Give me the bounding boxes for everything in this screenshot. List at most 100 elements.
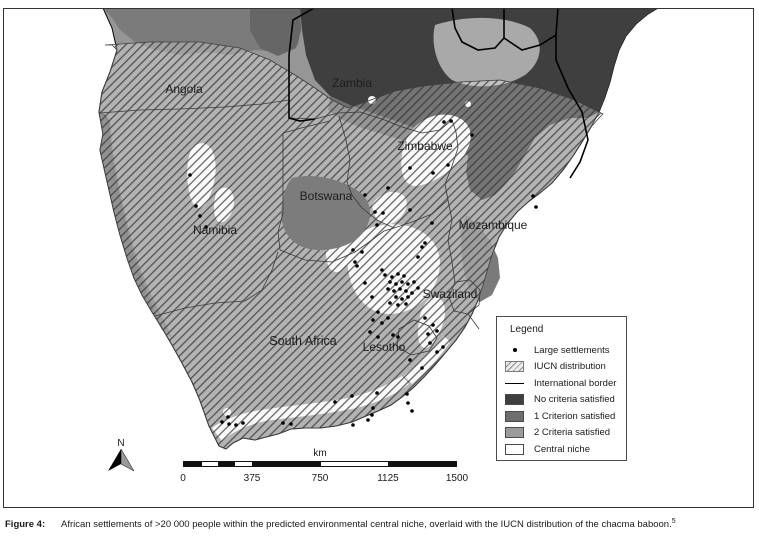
settlement-dot <box>360 250 364 254</box>
north-label: N <box>117 438 124 449</box>
settlement-dot <box>353 260 357 264</box>
settlement-dot <box>412 280 416 284</box>
settlement-dot <box>371 406 375 410</box>
caption-footnote-ref: 5 <box>671 518 676 525</box>
legend-item-label: No criteria satisfied <box>534 394 615 406</box>
country-label-zambia: Zambia <box>332 76 372 90</box>
settlement-dot <box>350 394 354 398</box>
settlement-dot <box>366 418 370 422</box>
country-label-zimbabwe: Zimbabwe <box>397 139 453 153</box>
settlement-dot <box>426 332 430 336</box>
figure-label: Figure 4: <box>5 519 46 531</box>
settlement-dot <box>392 289 396 293</box>
settlement-dot <box>333 400 337 404</box>
settlement-dot <box>386 186 390 190</box>
region-kalahari <box>281 175 371 251</box>
settlement-dot <box>370 413 374 417</box>
scale-unit-label: km <box>313 448 326 459</box>
settlement-dot <box>363 281 367 285</box>
settlement-dot <box>368 330 372 334</box>
iucn-distribution-overlay <box>98 41 604 450</box>
settlement-dot <box>388 280 392 284</box>
north-arrow-icon: N <box>108 438 135 472</box>
map-frame <box>3 8 754 508</box>
country-label-lesotho: Lesotho <box>363 340 406 354</box>
settlement-dot <box>394 282 398 286</box>
legend-item: No criteria satisfied <box>497 392 626 409</box>
settlement-dot <box>376 310 380 314</box>
settlement-dot <box>404 302 408 306</box>
settlement-dot <box>400 297 404 301</box>
settlement-dot <box>435 329 439 333</box>
settlement-dot <box>355 264 359 268</box>
settlement-dot <box>446 163 450 167</box>
settlement-dot <box>226 415 230 419</box>
settlement-dot <box>375 391 379 395</box>
legend-item-label: Central niche <box>534 443 590 455</box>
settlement-dot <box>423 241 427 245</box>
settlement-dot <box>431 171 435 175</box>
region-angola-ridge <box>250 8 301 56</box>
settlement-dot <box>406 401 410 405</box>
settlement-dot <box>396 303 400 307</box>
scale-tick-0: 0 <box>180 473 186 484</box>
legend-item: 2 Criteria satisfied <box>497 425 626 442</box>
scale-tick-1500: 1500 <box>446 473 469 484</box>
legend-item: Central niche <box>497 441 626 458</box>
legend-item-label: International border <box>534 377 617 389</box>
settlement-dot <box>380 268 384 272</box>
settlement-dot <box>416 255 420 259</box>
legend-title: Legend <box>510 324 544 335</box>
country-label-south-africa: South Africa <box>269 334 336 348</box>
settlement-dot <box>402 274 406 278</box>
settlement-dot <box>394 295 398 299</box>
settlement-dot <box>241 421 245 425</box>
border-line-icon <box>505 378 524 389</box>
settlements-group <box>188 119 538 427</box>
settlement-dot <box>406 282 410 286</box>
figure-caption: Figure 4: African settlements of >20 000 … <box>5 516 753 531</box>
legend-item: IUCN distribution <box>497 359 626 376</box>
settlement-dot <box>408 208 412 212</box>
settlement-dot <box>404 289 408 293</box>
country-label-swaziland: Swaziland <box>423 287 478 301</box>
settlement-dot <box>531 194 535 198</box>
settlement-dot <box>428 341 432 345</box>
country-labels-group: Angola Zambia Zimbabwe Botswana Namibia Mozam… <box>165 76 527 354</box>
scale-bar: km 0 375 750 1125 1500 <box>180 448 468 484</box>
settlement-dot <box>281 421 285 425</box>
settlement-dot <box>194 204 198 208</box>
scale-tick-750: 750 <box>312 473 329 484</box>
settlement-dot <box>442 120 446 124</box>
settlement-dot <box>441 345 445 349</box>
settlement-dot <box>391 333 395 337</box>
country-label-botswana: Botswana <box>300 189 353 203</box>
legend-item: International border <box>497 375 626 392</box>
settlement-dot <box>420 245 424 249</box>
settlement-dot <box>420 366 424 370</box>
settlement-dot <box>390 275 394 279</box>
settlement-dot <box>431 323 435 327</box>
scale-tick-1125: 1125 <box>377 473 399 484</box>
fill-swatch-icon <box>505 427 524 439</box>
settlement-dot <box>416 286 420 290</box>
fill-swatch-icon <box>505 443 524 455</box>
legend-item-label: IUCN distribution <box>534 361 606 373</box>
settlement-dot <box>234 423 238 427</box>
settlement-dot <box>534 205 538 209</box>
legend-item-label: 1 Criterion satisfied <box>534 410 616 422</box>
settlement-dot <box>388 301 392 305</box>
settlement-dot <box>408 166 412 170</box>
settlement-dot <box>289 422 293 426</box>
settlement-dot <box>381 211 385 215</box>
country-label-namibia: Namibia <box>193 223 237 237</box>
thick-borders <box>288 8 589 179</box>
settlement-dot <box>204 225 208 229</box>
country-label-angola: Angola <box>165 82 203 96</box>
settlement-dot <box>351 248 355 252</box>
settlement-dot <box>470 133 474 137</box>
hatch-swatch-icon <box>505 361 524 373</box>
settlement-dot <box>398 287 402 291</box>
